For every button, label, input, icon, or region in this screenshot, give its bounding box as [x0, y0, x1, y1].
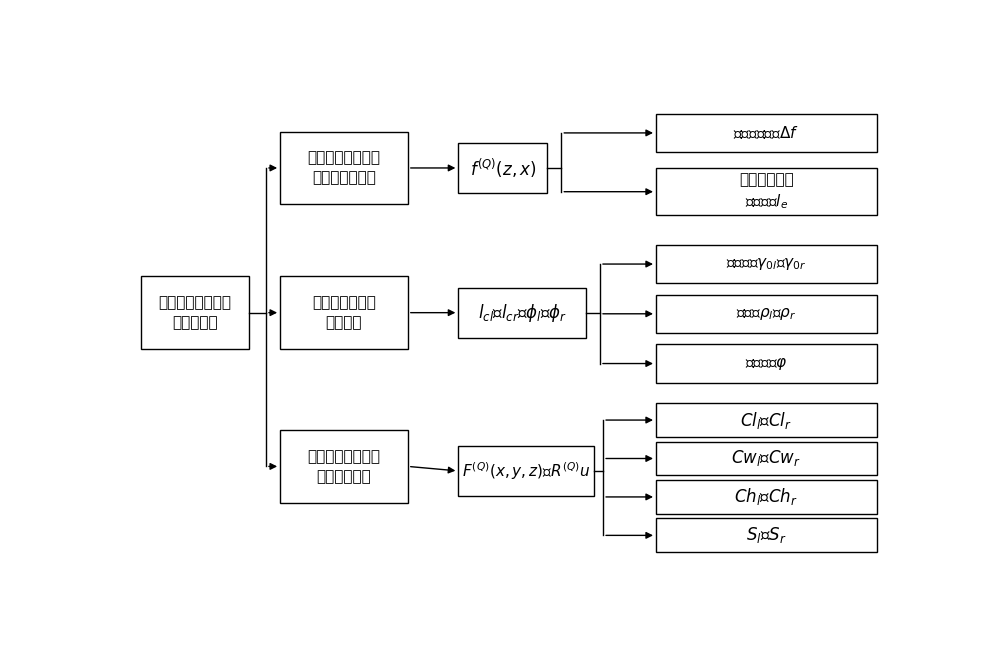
Text: $Ch_l$、$Ch_r$: $Ch_l$、$Ch_r$: [734, 486, 798, 508]
Text: $l_{cl}$、$l_{cr}$、$\phi_l$、$\phi_r$: $l_{cl}$、$l_{cr}$、$\phi_l$、$\phi_r$: [478, 302, 567, 324]
Bar: [656, 518, 877, 552]
Text: 刀具切削刃与加工
过渡表面的接触: 刀具切削刃与加工 过渡表面的接触: [307, 151, 380, 185]
Text: 刀具后刀面与已加
工表面的接触: 刀具后刀面与已加 工表面的接触: [307, 449, 380, 484]
Bar: [458, 143, 547, 193]
Bar: [656, 295, 877, 333]
Bar: [280, 430, 408, 503]
Text: 刀具前角$\gamma_{0l}$、$\gamma_{0r}$: 刀具前角$\gamma_{0l}$、$\gamma_{0r}$: [726, 256, 807, 272]
Bar: [656, 114, 877, 152]
Bar: [458, 288, 586, 337]
Bar: [656, 442, 877, 475]
Bar: [280, 276, 408, 349]
Text: 螺旋升角$\varphi$: 螺旋升角$\varphi$: [745, 355, 788, 371]
Bar: [140, 276, 249, 349]
Text: 刃倾角$\rho_l$、$\rho_r$: 刃倾角$\rho_l$、$\rho_r$: [736, 306, 797, 322]
Text: $Cw_l$、$Cw_r$: $Cw_l$、$Cw_r$: [731, 448, 801, 468]
Text: $S_l$、$S_r$: $S_l$、$S_r$: [746, 525, 787, 545]
Text: 切削刃参与切
削的长度$l_e$: 切削刃参与切 削的长度$l_e$: [739, 172, 794, 211]
Bar: [656, 480, 877, 514]
Bar: [656, 403, 877, 437]
Bar: [458, 446, 594, 496]
Text: $F^{(Q)}(x,y,z)$、$R^{(Q)}u$: $F^{(Q)}(x,y,z)$、$R^{(Q)}u$: [462, 460, 590, 482]
Text: 切削刃磨损量$\Delta f$: 切削刃磨损量$\Delta f$: [733, 125, 799, 141]
Bar: [656, 344, 877, 382]
Text: 车削大螺距螺纹刀
工接触关系: 车削大螺距螺纹刀 工接触关系: [158, 295, 231, 330]
Bar: [280, 132, 408, 204]
Text: $f^{(Q)}(z,x)$: $f^{(Q)}(z,x)$: [470, 156, 536, 180]
Text: $Cl_l$、$Cl_r$: $Cl_l$、$Cl_r$: [740, 410, 792, 431]
Text: 刀具前刀面与切
屑的接触: 刀具前刀面与切 屑的接触: [312, 295, 376, 330]
Bar: [656, 245, 877, 284]
Bar: [656, 168, 877, 216]
